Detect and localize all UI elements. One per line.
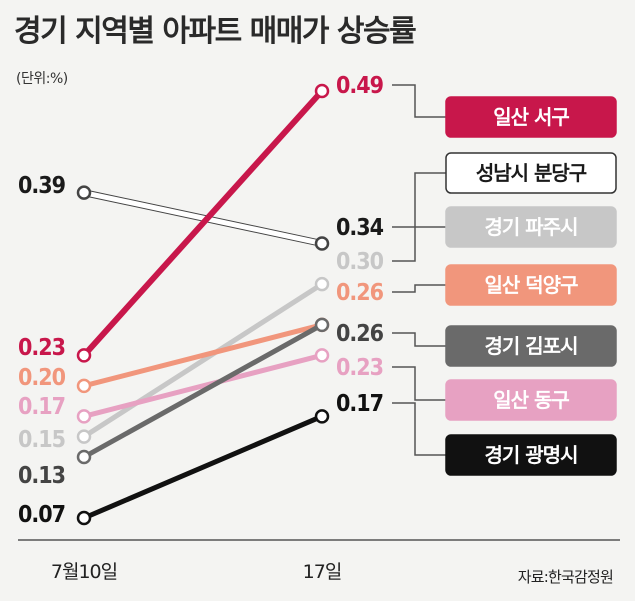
legend-label: 경기 김포시: [485, 334, 578, 358]
end-value-label: 0.23: [336, 355, 383, 381]
leader-line: [392, 402, 446, 456]
data-point: [76, 378, 92, 394]
legend-box: [445, 206, 617, 248]
leader-line: [392, 366, 446, 401]
data-point: [314, 83, 330, 99]
series-line: [81, 190, 325, 246]
end-value-label: 0.26: [336, 280, 384, 306]
series-line: [81, 352, 325, 419]
leader-line: [392, 332, 446, 347]
leader-line: [392, 226, 446, 262]
data-point: [314, 409, 330, 424]
end-value-label: 0.49: [336, 73, 384, 99]
series-line: [81, 413, 325, 521]
legend-label: 경기 광명시: [485, 443, 578, 467]
series-line: [81, 88, 325, 359]
data-point: [76, 449, 92, 465]
legend-box: [445, 96, 617, 138]
legend-label: 일산 서구: [493, 105, 569, 129]
start-value-label: 0.20: [18, 365, 66, 391]
data-point: [76, 185, 92, 200]
legend-box: [445, 434, 617, 476]
leader-line: [392, 84, 446, 118]
legend-label: 일산 동구: [493, 388, 569, 412]
data-point: [76, 510, 92, 526]
chart-title: 경기 지역별 아파트 매매가 상승률: [14, 14, 417, 49]
legend-label: 일산 덕양구: [485, 273, 579, 297]
legend-box: [445, 379, 617, 421]
data-point: [314, 348, 330, 363]
start-value-label: 0.17: [18, 394, 65, 420]
start-value-label: 0.39: [18, 173, 66, 199]
x-tick-label: 17일: [303, 561, 342, 583]
legend-label: 경기 파주시: [485, 215, 578, 239]
series-line: [81, 322, 325, 460]
x-tick-label: 7월10일: [51, 561, 117, 583]
legend-label: 성남시 분당구: [476, 161, 587, 185]
unit-label: (단위:%): [16, 71, 68, 87]
data-point: [314, 317, 330, 333]
end-value-label: 0.30: [336, 249, 384, 275]
end-value-label: 0.26: [336, 321, 384, 347]
data-point: [76, 429, 92, 444]
data-point: [314, 236, 330, 251]
series-line: [81, 322, 325, 389]
leader-line: [392, 172, 446, 228]
end-value-label: 0.34: [336, 215, 384, 241]
start-value-label: 0.15: [18, 427, 65, 453]
start-value-label: 0.23: [18, 335, 65, 361]
start-value-label: 0.13: [18, 463, 65, 489]
start-value-label: 0.07: [18, 502, 65, 528]
series-line: [81, 281, 325, 440]
source-label: 자료:한국감정원: [517, 568, 614, 586]
legend-box: [445, 264, 617, 306]
legend-box: [445, 152, 617, 194]
legend-box: [445, 325, 617, 367]
data-point: [76, 409, 92, 424]
data-point: [76, 348, 92, 363]
end-value-label: 0.17: [336, 391, 383, 417]
data-point: [314, 276, 330, 292]
leader-line: [392, 284, 446, 293]
